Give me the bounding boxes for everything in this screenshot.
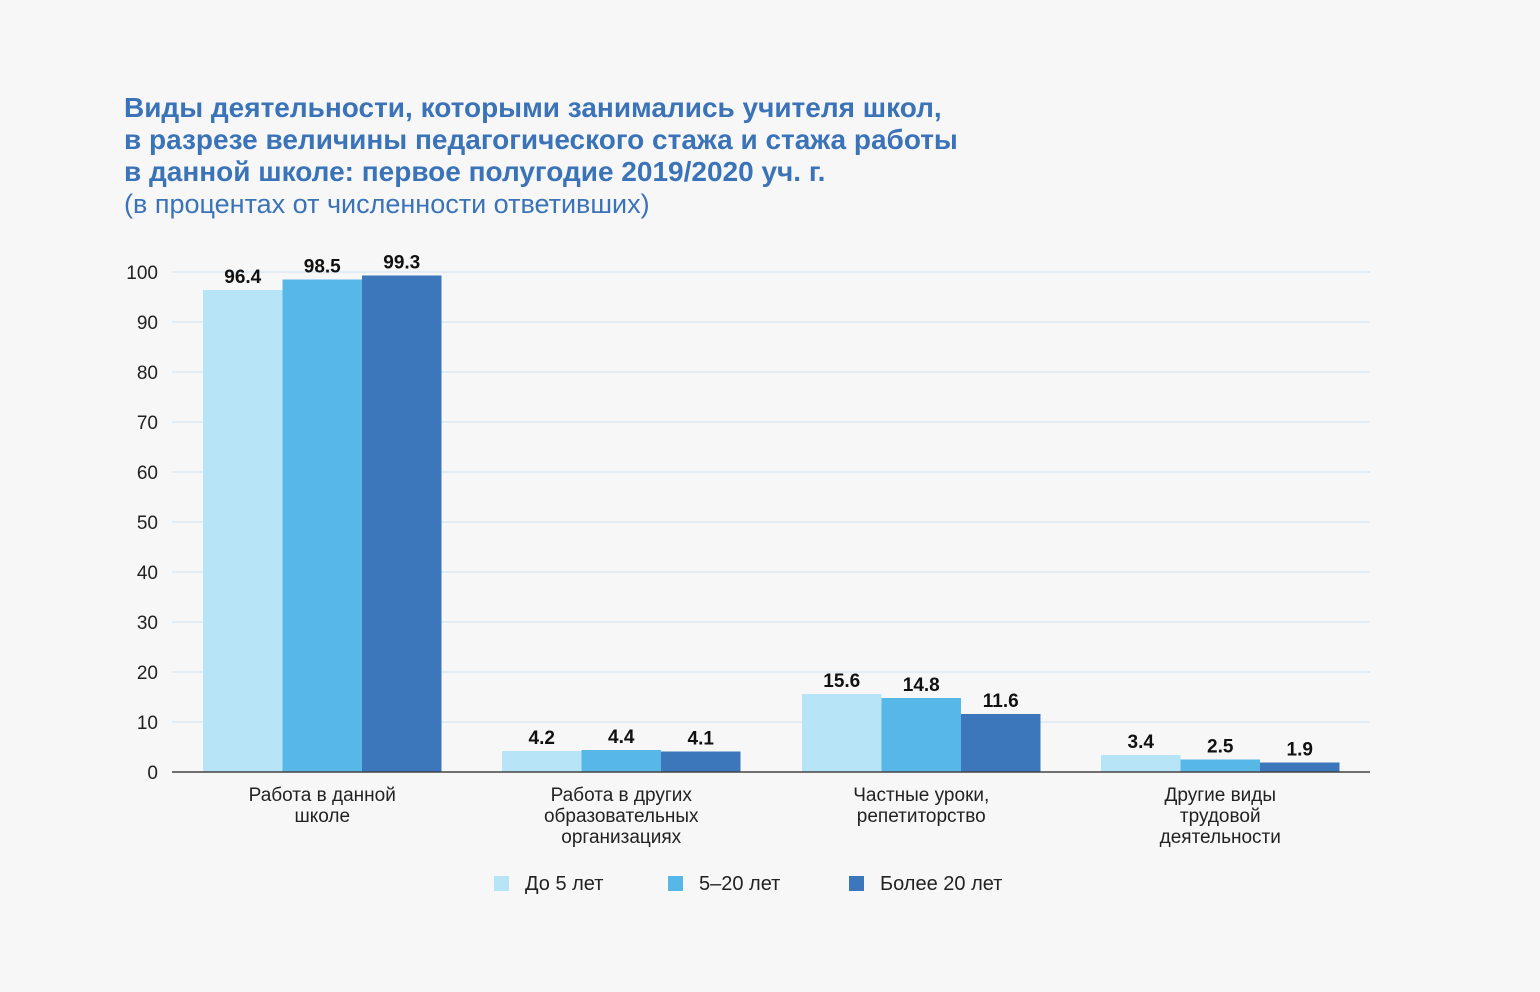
x-category-label: репетиторство xyxy=(857,806,986,827)
bar xyxy=(881,698,961,772)
y-tick-label: 90 xyxy=(137,313,158,334)
chart-title-block: Виды деятельности, которыми занимались у… xyxy=(124,92,1224,220)
legend-swatch xyxy=(494,876,509,891)
chart-title-line-3: в данной школе: первое полугодие 2019/20… xyxy=(124,156,826,187)
bar xyxy=(661,751,741,772)
x-category-label: трудовой xyxy=(1180,806,1261,827)
data-label: 15.6 xyxy=(823,671,860,692)
y-tick-label: 80 xyxy=(137,363,158,384)
legend-label: До 5 лет xyxy=(525,873,603,895)
bar xyxy=(203,290,283,772)
legend-swatch xyxy=(849,876,864,891)
data-label: 14.8 xyxy=(903,675,940,696)
y-tick-label: 60 xyxy=(137,463,158,484)
x-category-label: Работа в других xyxy=(551,785,693,806)
bar xyxy=(502,751,582,772)
x-category-label: Частные уроки, xyxy=(853,785,989,806)
chart-title-line-1: Виды деятельности, которыми занимались у… xyxy=(124,92,942,123)
bar xyxy=(961,714,1041,772)
y-tick-label: 30 xyxy=(137,613,158,634)
x-category-label: Работа в данной xyxy=(249,785,396,806)
y-tick-label: 0 xyxy=(147,763,158,784)
x-category-label: Другие виды xyxy=(1164,785,1276,806)
data-label: 4.4 xyxy=(608,727,635,748)
bar xyxy=(581,750,661,772)
y-tick-label: 20 xyxy=(137,663,158,684)
data-label: 99.3 xyxy=(383,253,420,274)
bar xyxy=(1260,762,1340,772)
x-category-label: школе xyxy=(294,806,350,827)
y-tick-label: 40 xyxy=(137,563,158,584)
y-tick-label: 50 xyxy=(137,513,158,534)
bar xyxy=(282,279,362,772)
bar xyxy=(362,275,442,772)
x-category-label: организациях xyxy=(561,827,681,848)
data-label: 1.9 xyxy=(1287,740,1313,761)
y-tick-label: 10 xyxy=(137,713,158,734)
chart-subtitle: (в процентах от численности ответивших) xyxy=(124,189,650,219)
data-label: 11.6 xyxy=(983,691,1019,712)
data-label: 4.1 xyxy=(688,729,715,750)
data-label: 98.5 xyxy=(304,257,341,278)
chart-title-line-2: в разрезе величины педагогического стажа… xyxy=(124,124,958,155)
data-label: 2.5 xyxy=(1207,737,1234,758)
y-tick-label: 70 xyxy=(137,413,158,434)
bar xyxy=(1101,755,1181,772)
y-tick-label: 100 xyxy=(126,263,158,284)
legend-swatch xyxy=(668,876,683,891)
data-label: 3.4 xyxy=(1128,732,1155,753)
bar xyxy=(1180,759,1260,772)
data-label: 96.4 xyxy=(224,267,261,288)
x-category-label: деятельности xyxy=(1160,827,1281,848)
bar xyxy=(802,694,882,772)
legend-label: Более 20 лет xyxy=(880,873,1002,895)
data-label: 4.2 xyxy=(529,728,555,749)
x-category-label: образовательных xyxy=(544,806,699,827)
legend-label: 5–20 лет xyxy=(699,873,780,895)
